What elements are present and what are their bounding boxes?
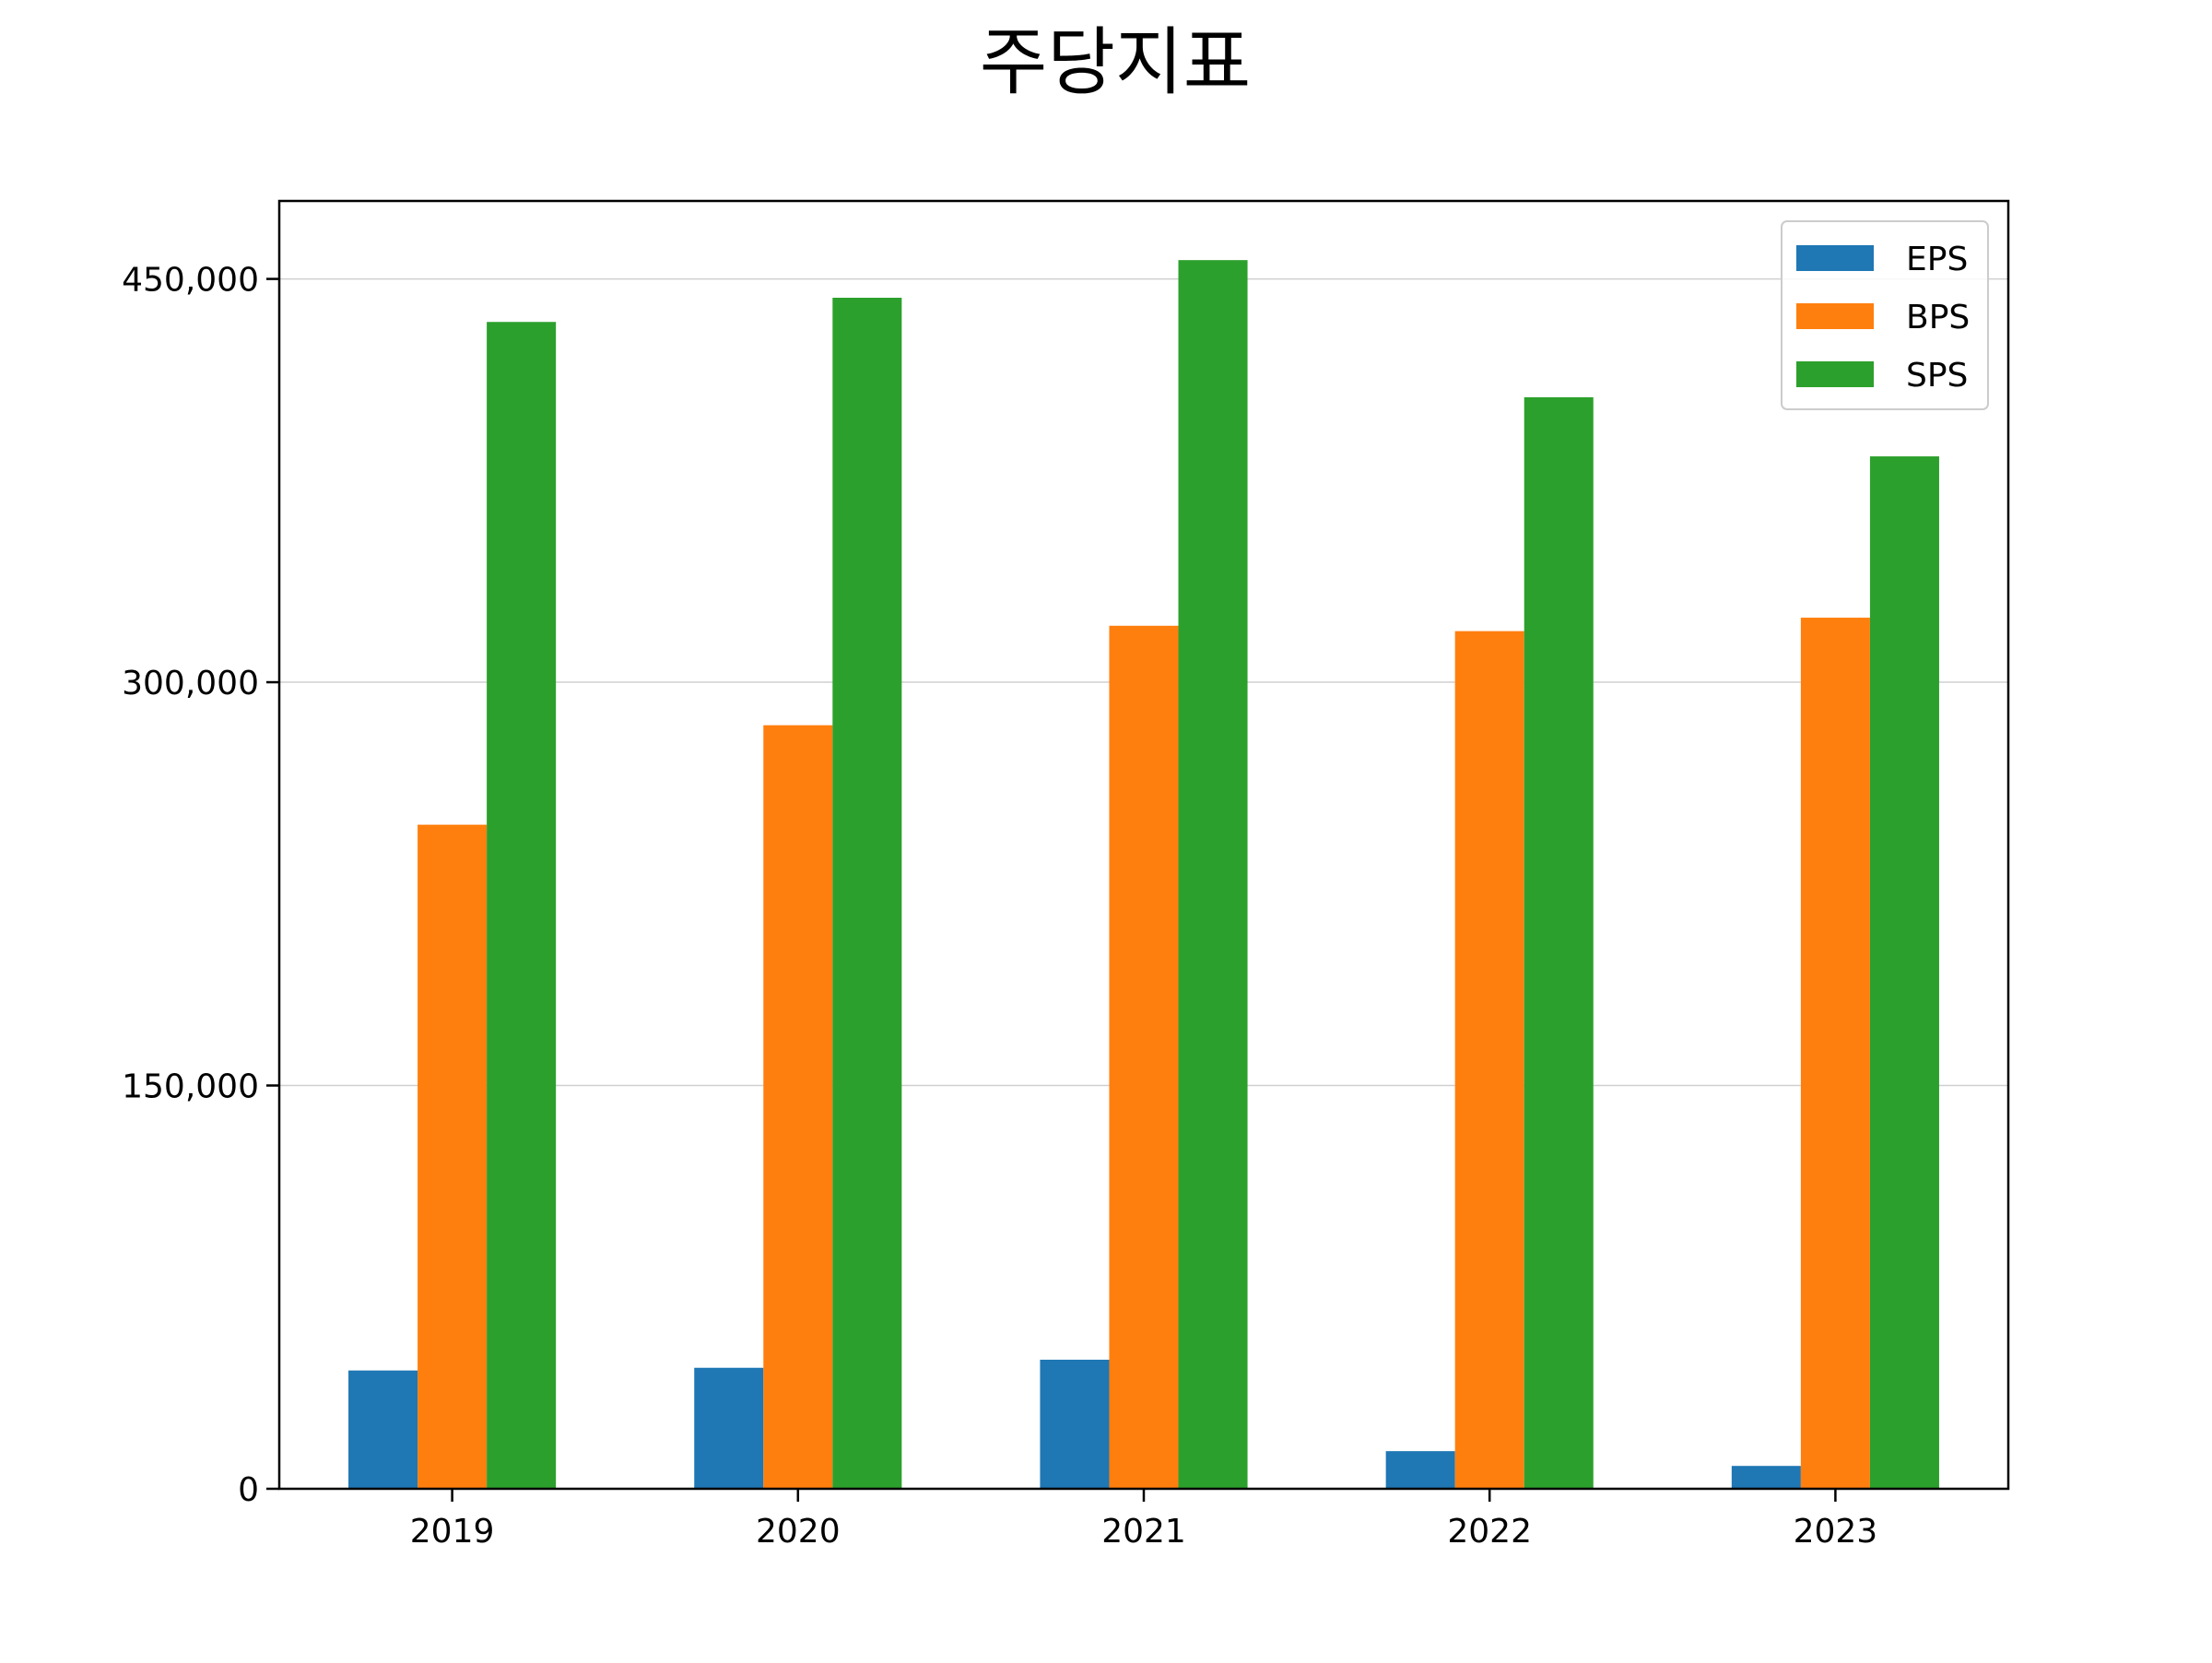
bar-bps-2022: [1454, 631, 1524, 1489]
axes: 0 150,000 300,000 450,000 2019 2020 2021 2022 20…: [122, 262, 1877, 1551]
legend-label-eps: EPS: [1906, 241, 1968, 278]
bar-sps-2021: [1178, 260, 1248, 1489]
y-tick-label: 450,000: [122, 262, 259, 300]
bar-sps-2023: [1869, 456, 1939, 1490]
chart-title: 주당지표: [980, 19, 1251, 105]
bar-eps-2023: [1731, 1466, 1801, 1489]
y-tick-label: 300,000: [122, 665, 259, 702]
bars: [348, 260, 1939, 1490]
legend: EPS BPS SPS: [1781, 220, 1989, 410]
y-tick-label: 150,000: [122, 1068, 259, 1106]
bar-eps-2020: [694, 1367, 764, 1489]
bar-bps-2021: [1109, 625, 1179, 1489]
bar-bps-2019: [418, 824, 488, 1489]
x-tick-label: 2021: [1101, 1513, 1186, 1551]
bar-eps-2019: [348, 1370, 418, 1489]
x-tick-label: 2022: [1447, 1513, 1532, 1551]
x-tick-label: 2019: [410, 1513, 495, 1551]
y-tick-label: 0: [238, 1471, 259, 1509]
legend-swatch-bps: [1796, 303, 1874, 329]
bar-sps-2020: [832, 297, 902, 1489]
legend-swatch-eps: [1796, 245, 1874, 271]
legend-swatch-sps: [1796, 361, 1874, 387]
bar-eps-2022: [1385, 1451, 1455, 1489]
x-tick-label: 2023: [1794, 1513, 1878, 1551]
legend-label-bps: BPS: [1906, 299, 1970, 336]
bar-bps-2020: [763, 725, 833, 1489]
legend-label-sps: SPS: [1906, 357, 1968, 395]
bar-sps-2022: [1524, 396, 1594, 1490]
bar-sps-2019: [487, 322, 557, 1489]
bar-bps-2023: [1800, 618, 1870, 1489]
bar-eps-2021: [1040, 1360, 1110, 1489]
x-tick-label: 2020: [756, 1513, 841, 1551]
